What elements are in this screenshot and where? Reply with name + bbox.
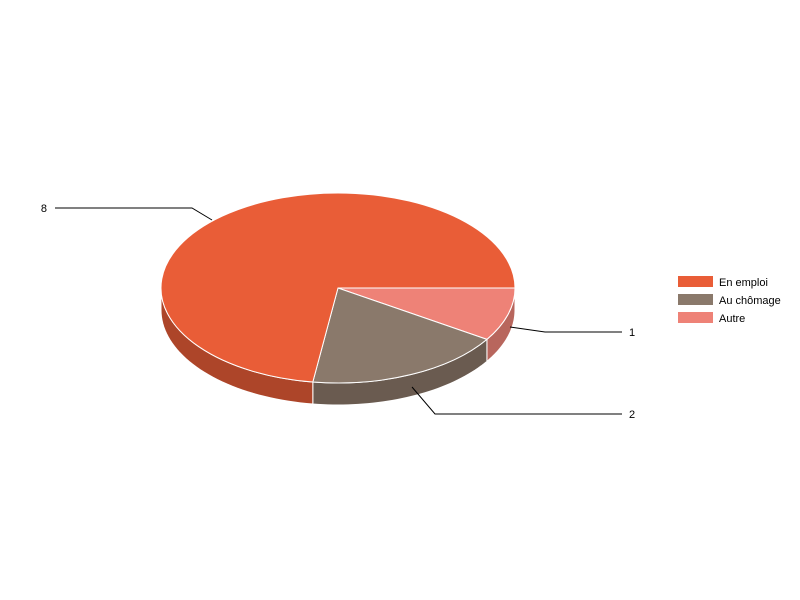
leader-line [411, 386, 622, 415]
legend-label: Autre [719, 313, 745, 325]
slice-en-emploi[interactable] [160, 192, 516, 383]
slice-autre[interactable] [337, 287, 516, 340]
legend-swatch [678, 312, 713, 323]
leader-line [509, 326, 622, 333]
legend-label: En emploi [719, 277, 768, 289]
data-label: 2 [629, 409, 635, 421]
legend-swatch [678, 276, 713, 287]
leader-line [55, 207, 213, 221]
slice-au-chomage[interactable] [312, 287, 488, 384]
legend-item[interactable]: Au chômage [678, 294, 781, 307]
legend-item[interactable]: En emploi [678, 276, 768, 289]
legend-label: Au chômage [719, 295, 781, 307]
data-label: 1 [629, 327, 635, 339]
data-label: 8 [41, 203, 47, 215]
legend-item[interactable]: Autre [678, 312, 745, 325]
legend-swatch [678, 294, 713, 305]
